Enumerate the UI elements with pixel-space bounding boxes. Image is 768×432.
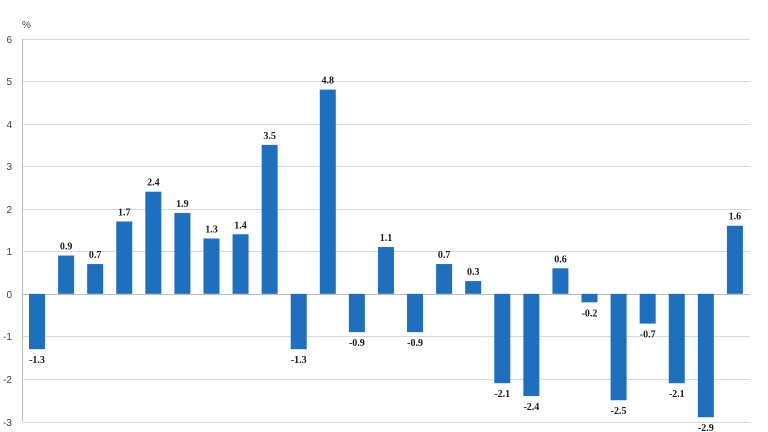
bar (203, 238, 220, 294)
bar (116, 221, 133, 294)
bar (290, 293, 307, 350)
data-labels: -1.3 0.9 0.7 1.7 2.4 1.9 1.3 1.4 3.5 -1.3 4.8 -0.9 1… (29, 76, 741, 432)
bar (668, 293, 685, 384)
data-label: -1.3 (29, 355, 45, 366)
data-label: -0.9 (349, 338, 365, 349)
bar (523, 293, 540, 396)
data-label: 2.4 (147, 178, 160, 189)
data-label: 0.3 (467, 267, 480, 278)
data-label: -0.9 (407, 338, 423, 349)
bar (697, 293, 714, 418)
data-label: -2.4 (523, 402, 539, 413)
y-tick-label: 4 (6, 120, 12, 131)
data-label: 0.7 (438, 250, 451, 261)
data-label: -0.2 (582, 308, 598, 319)
bar (261, 144, 278, 294)
y-tick-label: -1 (3, 332, 12, 343)
data-label: -2.9 (698, 423, 714, 432)
bar (436, 264, 453, 294)
bar (174, 212, 191, 294)
data-label: -0.7 (640, 330, 656, 341)
y-tick-label: 3 (6, 162, 12, 173)
data-label: 3.5 (263, 131, 276, 142)
data-label: 1.9 (176, 199, 189, 210)
bar (87, 264, 104, 294)
bar (232, 234, 249, 294)
y-tick-label: 5 (6, 77, 12, 88)
bar (58, 255, 75, 294)
data-label: 4.8 (322, 76, 335, 87)
y-tick-label: -3 (3, 418, 12, 429)
bar (145, 191, 162, 294)
data-label: 0.9 (60, 242, 73, 253)
y-tick-label: 2 (6, 205, 12, 216)
data-label: -2.1 (669, 389, 685, 400)
data-label: 1.1 (380, 233, 393, 244)
y-tick-label: 1 (6, 247, 12, 258)
data-label: -2.1 (494, 389, 510, 400)
bar (465, 281, 482, 294)
data-label: 1.7 (118, 207, 131, 218)
y-tick-label: -2 (3, 375, 12, 386)
data-label: -1.3 (291, 355, 307, 366)
y-axis-tick-labels: 6 5 4 3 2 1 0 -1 -2 -3 (3, 35, 12, 429)
data-label: 1.3 (205, 225, 218, 236)
bar (319, 89, 336, 294)
data-label: 0.7 (89, 250, 102, 261)
y-tick-label: 6 (6, 35, 12, 46)
bars (29, 89, 743, 418)
data-label: 1.4 (234, 220, 247, 231)
bar (639, 293, 656, 324)
bar (610, 293, 627, 401)
data-label: -2.5 (611, 406, 627, 417)
bar (348, 293, 365, 333)
bar (407, 293, 424, 333)
bar (581, 293, 598, 303)
y-axis-unit-label: % (22, 20, 31, 31)
bar (726, 225, 743, 294)
bar (552, 268, 569, 294)
bar (29, 293, 45, 350)
bar (494, 293, 511, 384)
y-tick-label: 0 (6, 290, 12, 301)
data-label: 1.6 (729, 212, 742, 223)
data-label: 0.6 (554, 254, 567, 265)
bar (377, 247, 394, 294)
